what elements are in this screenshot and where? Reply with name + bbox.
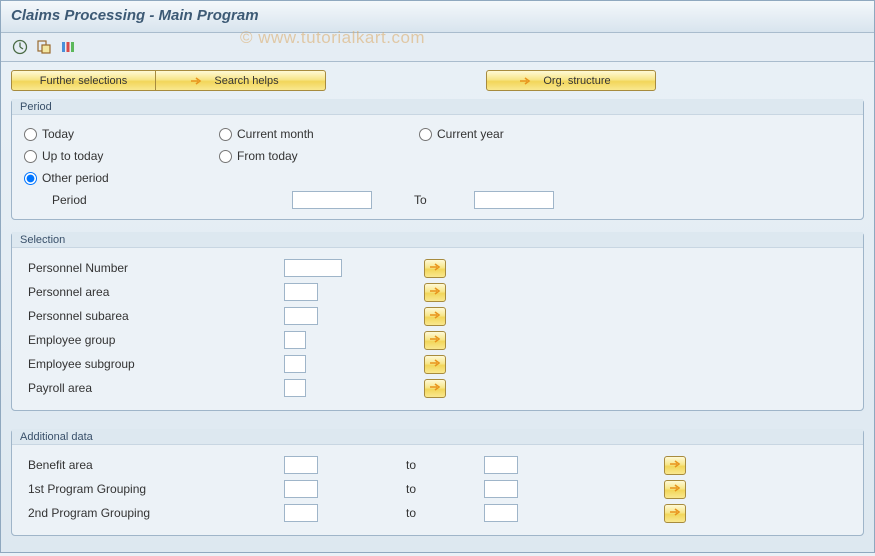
execute-print-icon[interactable] — [35, 38, 53, 56]
radio-up-to-today-label: Up to today — [42, 149, 103, 163]
radio-from-today-label: From today — [237, 149, 298, 163]
selection-input[interactable] — [284, 283, 318, 301]
selection-input[interactable] — [284, 379, 306, 397]
selection-label: Personnel area — [24, 285, 284, 299]
toolbar — [1, 33, 874, 62]
additional-to-label: to — [364, 506, 484, 520]
further-selections-button[interactable]: Further selections — [11, 70, 156, 91]
radio-current-month-label: Current month — [237, 127, 314, 141]
selection-row: Personnel subarea — [24, 304, 851, 328]
selection-input[interactable] — [284, 355, 306, 373]
additional-to-input[interactable] — [484, 456, 518, 474]
additional-from-input[interactable] — [284, 456, 318, 474]
arrow-right-icon — [669, 482, 681, 496]
radio-other-period[interactable]: Other period — [24, 171, 219, 185]
selection-input[interactable] — [284, 307, 318, 325]
search-helps-button[interactable]: Search helps — [156, 70, 326, 91]
arrow-right-icon — [429, 381, 441, 395]
selection-label: Payroll area — [24, 381, 284, 395]
additional-group: Additional data Benefit areato1st Progra… — [11, 429, 864, 536]
radio-today[interactable]: Today — [24, 127, 219, 141]
radio-current-year-label: Current year — [437, 127, 504, 141]
selection-row: Employee group — [24, 328, 851, 352]
selection-input[interactable] — [284, 331, 306, 349]
additional-to-label: to — [364, 482, 484, 496]
arrow-right-icon — [669, 458, 681, 472]
radio-today-label: Today — [42, 127, 74, 141]
additional-label: 1st Program Grouping — [24, 482, 284, 496]
period-to-input[interactable] — [474, 191, 554, 209]
radio-other-period-label: Other period — [42, 171, 109, 185]
selection-label: Personnel Number — [24, 261, 284, 275]
org-structure-button[interactable]: Org. structure — [486, 70, 656, 91]
selection-label: Employee subgroup — [24, 357, 284, 371]
execute-icon[interactable] — [11, 38, 29, 56]
selection-row: Employee subgroup — [24, 352, 851, 376]
multiple-selection-button[interactable] — [424, 379, 446, 398]
multiple-selection-button[interactable] — [424, 283, 446, 302]
additional-to-label: to — [364, 458, 484, 472]
additional-row: Benefit area to — [24, 453, 851, 477]
selection-group-title: Selection — [12, 232, 863, 246]
selection-input[interactable] — [284, 259, 342, 277]
additional-from-input[interactable] — [284, 480, 318, 498]
arrow-right-icon — [190, 76, 202, 86]
period-to-label: To — [414, 193, 474, 207]
arrow-right-icon — [519, 76, 531, 86]
selection-label: Personnel subarea — [24, 309, 284, 323]
period-group-title: Period — [12, 99, 863, 113]
selection-row: Personnel Number — [24, 256, 851, 280]
selection-row: Personnel area — [24, 280, 851, 304]
multiple-selection-button[interactable] — [664, 480, 686, 499]
period-group: Period Today Current month Current year … — [11, 99, 864, 220]
content-area: Further selections Search helps Org. str… — [1, 62, 874, 556]
arrow-right-icon — [429, 285, 441, 299]
variants-icon[interactable] — [59, 38, 77, 56]
radio-current-month[interactable]: Current month — [219, 127, 419, 141]
period-from-input[interactable] — [292, 191, 372, 209]
multiple-selection-button[interactable] — [664, 504, 686, 523]
radio-from-today[interactable]: From today — [219, 149, 419, 163]
selection-group: Selection Personnel Number Personnel area… — [11, 232, 864, 411]
multiple-selection-button[interactable] — [424, 307, 446, 326]
additional-from-input[interactable] — [284, 504, 318, 522]
arrow-right-icon — [669, 506, 681, 520]
additional-group-title: Additional data — [12, 429, 863, 443]
top-button-row: Further selections Search helps Org. str… — [11, 70, 864, 91]
additional-to-input[interactable] — [484, 480, 518, 498]
additional-row: 2nd Program Grouping to — [24, 501, 851, 525]
additional-label: 2nd Program Grouping — [24, 506, 284, 520]
additional-to-input[interactable] — [484, 504, 518, 522]
window-title: Claims Processing - Main Program — [1, 1, 874, 33]
period-from-label: Period — [52, 193, 292, 207]
additional-row: 1st Program Grouping to — [24, 477, 851, 501]
org-structure-label: Org. structure — [543, 75, 610, 87]
additional-label: Benefit area — [24, 458, 284, 472]
arrow-right-icon — [429, 309, 441, 323]
multiple-selection-button[interactable] — [424, 331, 446, 350]
multiple-selection-button[interactable] — [424, 259, 446, 278]
radio-current-year[interactable]: Current year — [419, 127, 504, 141]
multiple-selection-button[interactable] — [664, 456, 686, 475]
radio-up-to-today[interactable]: Up to today — [24, 149, 219, 163]
arrow-right-icon — [429, 261, 441, 275]
search-helps-label: Search helps — [214, 75, 278, 87]
selection-label: Employee group — [24, 333, 284, 347]
selection-row: Payroll area — [24, 376, 851, 400]
arrow-right-icon — [429, 333, 441, 347]
multiple-selection-button[interactable] — [424, 355, 446, 374]
arrow-right-icon — [429, 357, 441, 371]
